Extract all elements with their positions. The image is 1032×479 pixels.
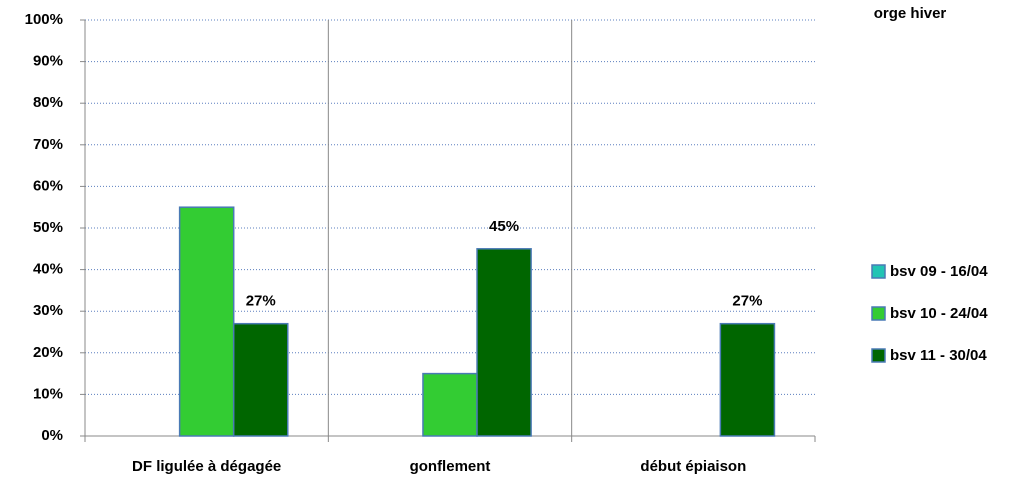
- legend-swatch: [871, 264, 886, 279]
- bar: [476, 248, 532, 437]
- y-tick-label: 20%: [33, 344, 63, 361]
- legend-swatch: [871, 348, 886, 363]
- x-tick-label: début épiaison: [640, 458, 746, 475]
- x-tick-label: gonflement: [410, 458, 491, 475]
- y-tick-label: 30%: [33, 302, 63, 319]
- data-label: 27%: [732, 293, 762, 310]
- x-tick-label: DF ligulée à dégagée: [132, 458, 281, 475]
- legend-label: bsv 10 - 24/04: [890, 305, 988, 322]
- y-tick-label: 60%: [33, 177, 63, 194]
- data-label: 45%: [489, 218, 519, 235]
- legend-swatch: [871, 306, 886, 321]
- bar: [178, 206, 235, 437]
- bar: [422, 372, 478, 437]
- y-tick-label: 70%: [33, 136, 63, 153]
- y-tick-label: 100%: [25, 11, 63, 28]
- legend-label: bsv 09 - 16/04: [890, 263, 988, 280]
- y-tick-label: 40%: [33, 261, 63, 278]
- bar: [232, 322, 289, 437]
- chart-title: orge hiver: [874, 5, 947, 22]
- data-label: 27%: [246, 293, 276, 310]
- y-tick-label: 50%: [33, 219, 63, 236]
- y-tick-label: 80%: [33, 94, 63, 111]
- y-tick-label: 10%: [33, 385, 63, 402]
- y-tick-label: 90%: [33, 53, 63, 70]
- bar: [719, 322, 776, 437]
- y-tick-label: 0%: [41, 427, 63, 444]
- legend-label: bsv 11 - 30/04: [890, 347, 987, 364]
